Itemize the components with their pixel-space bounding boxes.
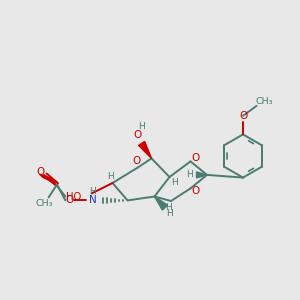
Text: H: H [89, 188, 96, 196]
Text: H: H [171, 178, 178, 187]
Text: HO: HO [66, 192, 82, 203]
Text: H: H [107, 172, 114, 181]
Polygon shape [196, 172, 207, 178]
Text: O: O [192, 186, 200, 197]
Text: CH₃: CH₃ [255, 98, 273, 106]
Text: H: H [186, 170, 193, 179]
Text: O: O [65, 195, 74, 206]
Polygon shape [139, 141, 152, 158]
Text: CH₃: CH₃ [36, 199, 53, 208]
Text: H: H [138, 122, 145, 131]
Polygon shape [154, 196, 168, 210]
Text: O: O [239, 111, 247, 121]
Text: O: O [192, 153, 200, 164]
Text: O: O [133, 130, 142, 140]
Text: O: O [36, 167, 45, 177]
Text: N: N [88, 195, 96, 206]
Text: H: H [165, 203, 172, 212]
Text: H: H [166, 208, 173, 217]
Text: O: O [132, 156, 141, 166]
